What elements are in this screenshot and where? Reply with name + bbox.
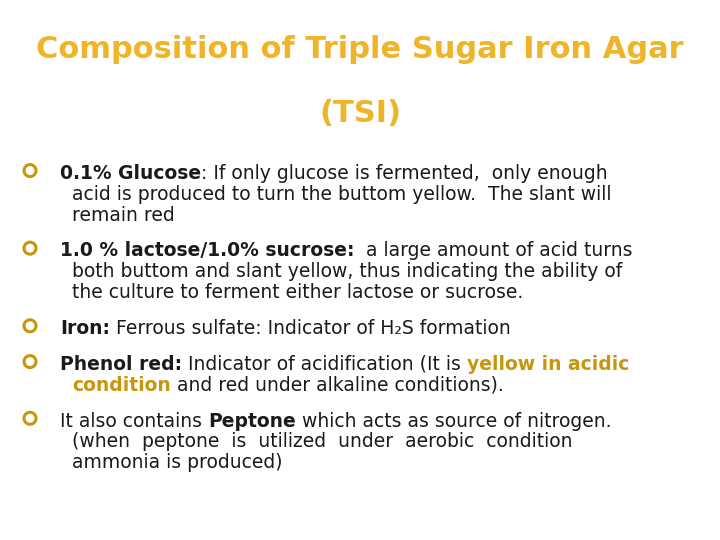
Text: a large amount of acid turns: a large amount of acid turns	[354, 241, 633, 260]
Text: 0.1% Glucose: 0.1% Glucose	[60, 164, 201, 183]
Text: Ferrous sulfate: Indicator of H₂S formation: Ferrous sulfate: Indicator of H₂S format…	[110, 319, 510, 338]
Text: 1.0 % lactose/1.0% sucrose:: 1.0 % lactose/1.0% sucrose:	[60, 241, 354, 260]
Text: remain red: remain red	[72, 206, 175, 225]
Text: acid is produced to turn the buttom yellow.  The slant will: acid is produced to turn the buttom yell…	[72, 185, 611, 204]
Text: both buttom and slant yellow, thus indicating the ability of: both buttom and slant yellow, thus indic…	[72, 262, 622, 281]
Text: yellow in acidic: yellow in acidic	[467, 355, 629, 374]
Text: which acts as source of nitrogen.: which acts as source of nitrogen.	[296, 411, 611, 430]
Text: ammonia is produced): ammonia is produced)	[72, 454, 282, 472]
Text: It also contains: It also contains	[60, 411, 208, 430]
Text: (when  peptone  is  utilized  under  aerobic  condition: (when peptone is utilized under aerobic …	[72, 433, 572, 451]
Text: condition: condition	[72, 376, 171, 395]
Text: : If only glucose is fermented,  only enough: : If only glucose is fermented, only eno…	[201, 164, 608, 183]
Text: Iron:: Iron:	[60, 319, 110, 338]
Text: the culture to ferment either lactose or sucrose.: the culture to ferment either lactose or…	[72, 284, 523, 302]
Text: (TSI): (TSI)	[319, 99, 401, 128]
Text: and red under alkaline conditions).: and red under alkaline conditions).	[171, 376, 503, 395]
Text: Peptone: Peptone	[208, 411, 296, 430]
Text: Indicator of acidification (It is: Indicator of acidification (It is	[182, 355, 467, 374]
Text: Composition of Triple Sugar Iron Agar: Composition of Triple Sugar Iron Agar	[36, 35, 684, 64]
Text: Phenol red:: Phenol red:	[60, 355, 182, 374]
